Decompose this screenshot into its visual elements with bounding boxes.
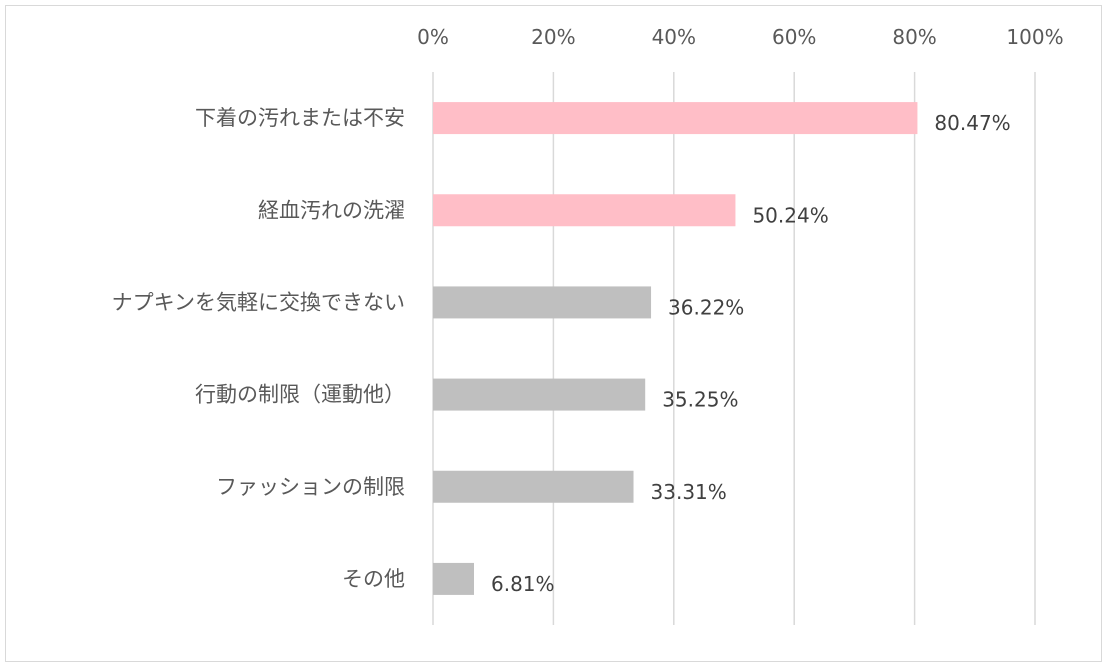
bar bbox=[433, 102, 918, 135]
data-label: 6.81% bbox=[491, 572, 555, 596]
category-label: ファッションの制限 bbox=[216, 475, 405, 499]
x-tick-label: 80% bbox=[892, 25, 936, 49]
category-label: その他 bbox=[342, 567, 405, 591]
x-tick-label: 0% bbox=[417, 25, 449, 49]
category-label: 経血汚れの洗濯 bbox=[258, 198, 405, 222]
bar bbox=[433, 470, 634, 503]
bar bbox=[433, 378, 646, 411]
x-tick-label: 40% bbox=[652, 25, 696, 49]
bar bbox=[433, 286, 652, 319]
data-label: 33.31% bbox=[651, 480, 727, 504]
category-label: 下着の汚れまたは不安 bbox=[195, 106, 405, 130]
data-label: 50.24% bbox=[752, 203, 828, 227]
bar bbox=[433, 194, 736, 227]
data-label: 35.25% bbox=[662, 388, 738, 412]
category-label: 行動の制限（運動他） bbox=[195, 383, 405, 407]
category-label: ナプキンを気軽に交換できない bbox=[112, 290, 405, 314]
x-tick-label: 60% bbox=[772, 25, 816, 49]
x-tick-label: 100% bbox=[1006, 25, 1063, 49]
bar bbox=[433, 562, 474, 595]
data-label: 36.22% bbox=[668, 295, 744, 319]
x-tick-label: 20% bbox=[531, 25, 575, 49]
data-label: 80.47% bbox=[934, 111, 1010, 135]
